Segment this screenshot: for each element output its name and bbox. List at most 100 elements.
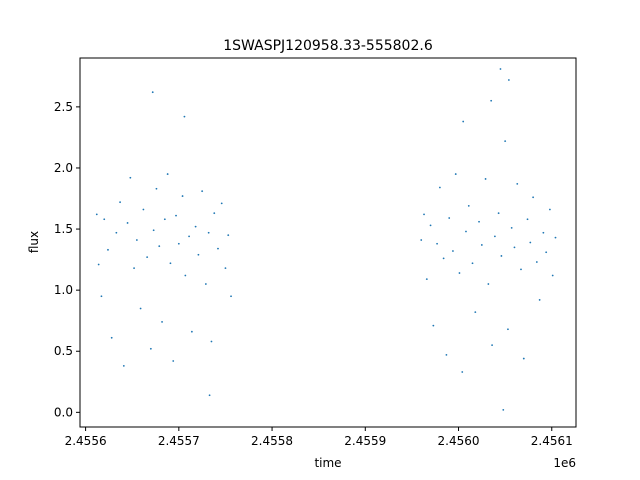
data-point [158,245,161,248]
data-point [471,262,474,265]
chart-title: 1SWASPJ120958.33-555802.6 [223,38,433,54]
data-point [548,208,551,211]
y-tick-label: 0.5 [54,344,73,358]
data-point [126,222,129,224]
data-point [526,218,529,221]
data-point [490,99,493,102]
y-axis-label: flux [27,231,41,253]
data-point [129,176,132,179]
data-point [122,365,125,367]
data-point [462,120,465,123]
data-point [135,239,138,241]
data-point [197,253,200,256]
data-point [480,244,483,246]
x-axis: 2.4556 2.4557 2.4558 2.4559 2.4560 2.4561 [65,427,573,448]
data-point [510,226,513,229]
data-point [504,140,507,142]
data-point [487,283,490,285]
data-point [169,262,172,265]
data-point [177,242,180,245]
x-tick-label: 2.4561 [531,434,573,448]
data-point [133,267,135,270]
x-tick-label: 2.4557 [158,434,200,448]
data-point [478,220,480,223]
x-tick-label: 2.4559 [344,434,386,448]
data-point [220,202,223,205]
data-point [217,247,219,250]
y-tick-label: 2.5 [54,100,73,114]
x-tick-label: 2.4558 [251,434,293,448]
y-tick-label: 0.0 [54,405,73,419]
data-point [97,263,100,266]
data-point [538,299,541,301]
data-point [458,272,461,274]
data-point [551,274,554,277]
data-point [507,328,509,331]
data-point [155,187,158,190]
data-point [497,212,500,215]
data-point [493,235,496,238]
data-point [110,336,113,339]
data-point [507,79,510,81]
data-point [520,268,522,271]
data-point [502,408,505,411]
data-point [522,357,525,360]
data-point [500,255,503,257]
data-point [448,217,451,219]
data-point [442,257,445,260]
data-point [452,250,454,252]
data-point [454,173,457,175]
y-axis: 0.0 0.5 1.0 1.5 2.0 2.5 [54,100,80,419]
data-point [438,186,441,189]
y-tick-label: 1.5 [54,222,73,236]
data-point [213,212,216,215]
y-tick-label: 2.0 [54,161,73,175]
data-point [183,115,186,118]
data-point [529,241,532,244]
data-point [115,231,118,234]
data-point [146,256,149,259]
data-point [432,324,435,327]
data-point [429,224,432,227]
data-point [163,218,166,221]
data-point [545,251,548,254]
data-point [436,242,438,245]
data-point [201,190,204,193]
data-point [516,182,519,185]
data-point [161,321,163,323]
axes-frame [79,57,577,428]
data-point [194,225,197,228]
data-point [210,340,213,343]
y-tick-label: 1.0 [54,283,73,297]
data-point [119,201,121,204]
data-point [465,230,467,233]
data-point [224,267,227,270]
data-point [425,278,428,281]
plot-area [95,68,557,411]
data-point [420,239,423,241]
data-point [175,214,177,217]
data-point [184,274,187,277]
data-point [204,283,207,285]
data-point [532,196,535,199]
data-point [208,394,211,397]
data-point [554,236,557,239]
data-point [139,307,142,310]
data-point [484,178,487,180]
x-axis-label: time [314,456,341,470]
data-point [103,218,106,221]
data-point [181,195,184,197]
data-point [149,347,152,350]
data-point [227,234,230,237]
x-tick-label: 2.4556 [65,434,107,448]
data-point [95,213,98,216]
data-point [467,204,470,207]
data-point [461,371,464,373]
data-point [491,344,493,347]
data-point [499,68,502,70]
data-point [190,330,193,333]
data-point [152,229,155,232]
data-point [207,231,210,234]
data-point [188,235,190,238]
